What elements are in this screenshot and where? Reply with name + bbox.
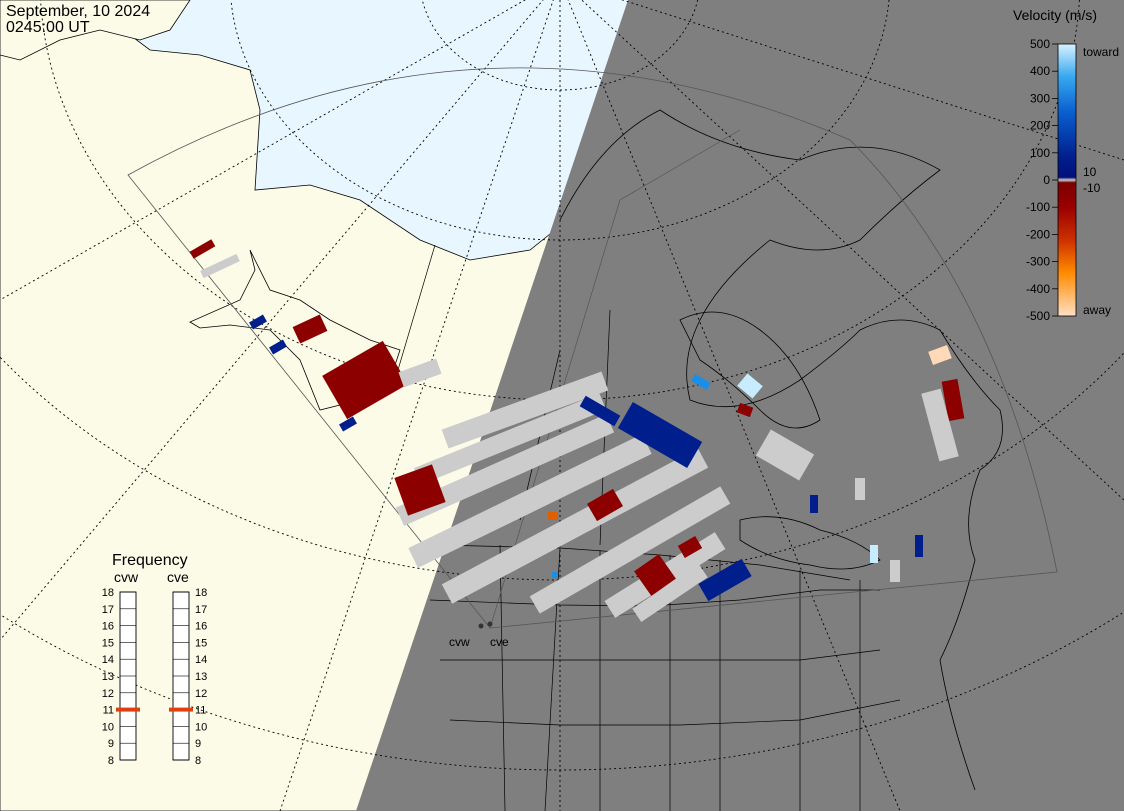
backscatter-cell [890, 560, 900, 582]
radar-fov-split [489, 129, 741, 629]
backscatter-cell [736, 402, 754, 418]
velocity-tick-label: -200 [1026, 227, 1050, 241]
velocity-tick-label: 200 [1030, 119, 1050, 133]
backscatter-cell [915, 535, 923, 557]
backscatter-cell [579, 395, 621, 427]
backscatter-cell [870, 545, 878, 563]
velocity-small-neg-label: -10 [1083, 181, 1101, 195]
backscatter-cell [587, 488, 623, 522]
velocity-small-pos-label: 10 [1083, 165, 1097, 179]
frequency-radar-cvw: cvw [114, 569, 139, 585]
backscatter-cell [691, 374, 711, 390]
frequency-tick-label: 12 [195, 688, 207, 700]
velocity-tick-label: 100 [1030, 146, 1050, 160]
frequency-tick-label: 11 [103, 705, 114, 717]
backscatter-cell [269, 339, 287, 355]
velocity-tick-label: -400 [1026, 282, 1050, 296]
frequency-panel: Frequency cvw cve 18 17 16 15 14 13 12 11 10 9 8 18… [102, 552, 208, 767]
backscatter-cell [339, 416, 357, 432]
frequency-marker-cve [169, 707, 193, 712]
frequency-tick-label: 13 [195, 671, 207, 683]
backscatter-cell [941, 378, 965, 422]
backscatter-cell [698, 558, 752, 602]
frequency-tick-label: 9 [108, 738, 114, 750]
velocity-away-label: away [1083, 303, 1111, 317]
backscatter-cell [634, 554, 676, 596]
velocity-tick-label: -500 [1026, 309, 1050, 323]
frequency-tick-label: 13 [102, 671, 114, 683]
date-label: September, 10 2024 [6, 3, 150, 20]
frequency-tick-label: 14 [195, 654, 207, 666]
frequency-tick-label: 15 [102, 637, 114, 649]
site-label-cvw: cvw [449, 635, 470, 649]
velocity-tick-labels: 500 400 300 200 100 0 -100 -200 -300 -400 -500 [1026, 37, 1058, 323]
frequency-tick-label: 18 [195, 587, 207, 599]
backscatter-cell [408, 434, 652, 568]
frequency-tick-label: 16 [102, 621, 114, 633]
backscatter-cell [855, 478, 865, 500]
frequency-tick-label: 10 [102, 721, 114, 733]
velocity-tick-label: 400 [1030, 64, 1050, 78]
backscatter-cell [810, 495, 818, 513]
backscatter-cell [292, 314, 328, 344]
velocity-legend-title: Velocity (m/s) [1013, 7, 1097, 23]
backscatter-cell [632, 563, 708, 623]
backscatter-cells [189, 239, 965, 623]
frequency-tick-label: 8 [195, 755, 201, 767]
velocity-tick-label: -100 [1026, 200, 1050, 214]
frequency-tick-label: 14 [102, 654, 114, 666]
velocity-legend: Velocity (m/s) 500 400 300 200 100 0 -100 -200 -… [1013, 7, 1119, 323]
frequency-tick-label: 11 [195, 705, 206, 717]
backscatter-cell [677, 535, 703, 559]
backscatter-cell [928, 345, 952, 365]
frequency-tick-label: 17 [102, 604, 114, 616]
site-marker-cvw [478, 623, 484, 629]
backscatter-cell [322, 340, 408, 420]
frequency-tick-label: 16 [195, 621, 207, 633]
frequency-tick-label: 17 [195, 604, 207, 616]
backscatter-cell [552, 572, 558, 578]
velocity-colorbar [1057, 43, 1077, 317]
velocity-toward-label: toward [1083, 45, 1119, 59]
frequency-tick-label: 12 [102, 688, 114, 700]
backscatter-cell [617, 402, 703, 468]
frequency-marker-cvw [116, 707, 140, 712]
night-coastlines [559, 109, 1003, 791]
backscatter-cell [755, 429, 815, 481]
backscatter-cell [398, 358, 442, 388]
backscatter-cell [189, 239, 216, 259]
frequency-tick-label: 15 [195, 637, 207, 649]
backscatter-cell [737, 373, 763, 399]
backscatter-cell [441, 448, 709, 604]
frequency-radar-cve: cve [167, 569, 189, 585]
backscatter-cell [249, 314, 267, 330]
radar-fov-outline [127, 67, 1058, 629]
velocity-tick-label: 0 [1043, 173, 1050, 187]
backscatter-cell [200, 253, 240, 279]
velocity-tick-label: -300 [1026, 255, 1050, 269]
frequency-title: Frequency [112, 552, 188, 569]
backscatter-cell [548, 512, 558, 520]
backscatter-cell [921, 388, 959, 462]
land-siberia [0, 0, 191, 61]
velocity-tick-label: 300 [1030, 91, 1050, 105]
velocity-tick-label: 500 [1030, 37, 1050, 51]
frequency-tick-label: 9 [195, 738, 201, 750]
time-label: 0245:00 UT [6, 19, 90, 36]
backscatter-cell [395, 414, 615, 526]
frequency-tick-label: 18 [102, 587, 114, 599]
frequency-tick-label: 8 [108, 755, 114, 767]
backscatter-cell [413, 393, 607, 485]
frequency-tick-label: 10 [195, 721, 207, 733]
backscatter-cell [441, 371, 609, 449]
backscatter-cell [529, 486, 731, 614]
backscatter-cell [394, 464, 446, 516]
site-marker-cve [487, 621, 493, 627]
site-label-cve: cve [490, 635, 509, 649]
